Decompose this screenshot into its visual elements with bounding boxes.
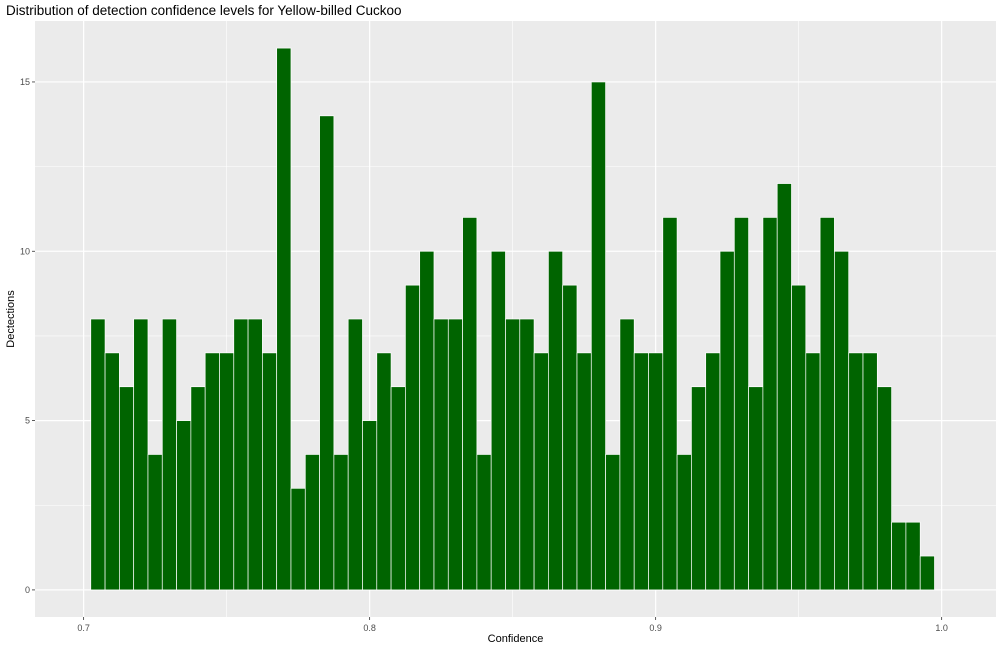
histogram-bar [262,352,278,591]
histogram-bar [376,352,392,591]
x-tick-label: 1.0 [935,623,948,633]
x-axis-title: Confidence [488,633,544,645]
histogram-bar [876,386,892,591]
histogram-bar [505,318,521,591]
histogram-bar [605,454,621,591]
histogram-bar [304,454,320,591]
bars [90,47,935,591]
histogram-bar [176,420,192,591]
histogram-bar [648,352,664,591]
y-tick-label: 15 [20,77,30,87]
histogram-bar [919,555,935,591]
y-axis-title: Dectections [5,290,17,348]
histogram-bar [490,250,506,591]
histogram-bar [462,217,478,591]
histogram-bar [119,386,135,591]
histogram-bar [705,352,721,591]
histogram-bar [834,250,850,591]
histogram-bar [476,454,492,591]
histogram-bar [290,487,306,591]
histogram-bar [633,352,649,591]
histogram-bar [862,352,878,591]
histogram-bar [247,318,263,591]
histogram-bar [733,217,749,591]
histogram-bar [662,217,678,591]
y-tick-label: 0 [25,585,30,595]
y-axis: 0 5 10 15 [20,77,35,595]
x-axis: 0.7 0.8 0.9 1.0 [77,617,948,633]
x-tick-label: 0.9 [649,623,662,633]
histogram-bar [776,183,792,591]
chart-title: Distribution of detection confidence lev… [6,3,402,18]
histogram-bar [891,521,907,591]
histogram-bar [433,318,449,591]
histogram-bar [848,352,864,591]
histogram-bar [90,318,106,591]
histogram-bar [562,284,578,591]
histogram-bar [819,217,835,591]
histogram-bar [719,250,735,591]
histogram-bar [319,115,335,591]
histogram-bar [791,284,807,591]
histogram-bar [161,318,177,591]
histogram-bar [233,318,249,591]
histogram-bar [362,420,378,591]
histogram-bar [333,454,349,591]
x-tick-label: 0.8 [363,623,376,633]
histogram-bar [805,352,821,591]
histogram-bar [133,318,149,591]
x-tick-label: 0.7 [77,623,90,633]
histogram-bar [276,47,292,591]
histogram-bar [190,386,206,591]
histogram-bar [147,454,163,591]
histogram-bar [548,250,564,591]
y-tick-label: 5 [25,416,30,426]
histogram-bar [447,318,463,591]
histogram-bar [347,318,363,591]
histogram-bar [405,284,421,591]
histogram-bar [519,318,535,591]
histogram-bar [576,352,592,591]
histogram-bar [219,352,235,591]
histogram-bar [590,81,606,591]
histogram-bar [419,250,435,591]
histogram-bar [104,352,120,591]
histogram-bar [619,318,635,591]
histogram-bar [676,454,692,591]
histogram-bar [691,386,707,591]
y-tick-label: 10 [20,246,30,256]
histogram-bar [204,352,220,591]
histogram-bar [762,217,778,591]
histogram-bar [390,386,406,591]
histogram-bar [905,521,921,591]
histogram-bar [748,386,764,591]
histogram-bar [533,352,549,591]
